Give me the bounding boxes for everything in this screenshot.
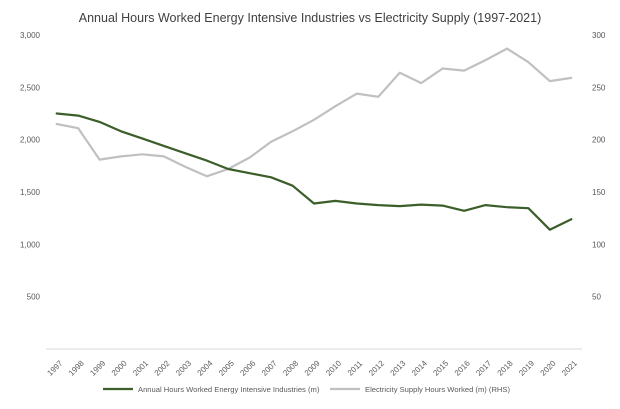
x-tick-label: 2008 <box>281 358 300 377</box>
x-tick-label: 2015 <box>431 358 450 377</box>
series-line-left <box>55 112 573 231</box>
x-tick-label: 2005 <box>217 358 236 377</box>
x-tick-label: 2016 <box>453 358 472 377</box>
x-tick-label: 2018 <box>496 358 515 377</box>
left-axis: 500 1,000 1,500 2,000 2,500 3,000 <box>20 31 41 302</box>
x-tick-label: 1999 <box>88 358 107 377</box>
right-tick-label: 100 <box>592 240 606 249</box>
left-tick-label: 1,000 <box>20 240 41 249</box>
x-tick-label: 1998 <box>67 358 86 377</box>
x-tick-label: 2002 <box>153 358 172 377</box>
left-tick-label: 3,000 <box>20 31 41 40</box>
x-tick-label: 2017 <box>474 358 493 377</box>
x-tick-label: 2021 <box>560 358 579 377</box>
left-tick-label: 2,500 <box>20 83 41 92</box>
left-tick-label: 500 <box>27 293 41 302</box>
series-line-right <box>55 47 573 178</box>
x-tick-label: 2001 <box>131 358 150 377</box>
chart-title: Annual Hours Worked Energy Intensive Ind… <box>79 11 542 25</box>
x-tick-label: 2010 <box>324 358 343 377</box>
x-tick-label: 2020 <box>539 358 558 377</box>
x-axis: 1997 1998 1999 2000 2001 2002 2003 2004 2005 2006… <box>45 358 579 377</box>
x-tick-label: 2004 <box>196 358 215 377</box>
series-group <box>55 47 573 231</box>
right-tick-label: 150 <box>592 188 606 197</box>
right-tick-label: 300 <box>592 31 606 40</box>
x-tick-label: 2003 <box>174 358 193 377</box>
x-tick-label: 2011 <box>346 359 365 378</box>
right-tick-label: 250 <box>592 83 606 92</box>
x-tick-label: 2007 <box>260 358 279 377</box>
x-tick-label: 2009 <box>303 358 322 377</box>
legend-label: Annual Hours Worked Energy Intensive Ind… <box>138 385 320 394</box>
legend-label: Electricity Supply Hours Worked (m) (RHS… <box>365 385 510 394</box>
x-tick-label: 2013 <box>389 358 408 377</box>
left-tick-label: 1,500 <box>20 188 41 197</box>
x-tick-label: 2000 <box>110 358 129 377</box>
x-tick-label: 2019 <box>517 358 536 377</box>
x-tick-label: 2014 <box>410 358 429 377</box>
right-tick-label: 50 <box>592 293 601 302</box>
right-tick-label: 200 <box>592 136 606 145</box>
legend: Annual Hours Worked Energy Intensive Ind… <box>103 385 510 394</box>
left-tick-label: 2,000 <box>20 136 41 145</box>
right-axis: 50 100 150 200 250 300 <box>592 31 606 302</box>
x-tick-label: 2006 <box>238 358 257 377</box>
x-tick-label: 2012 <box>367 358 386 377</box>
x-tick-label: 1997 <box>45 358 64 377</box>
